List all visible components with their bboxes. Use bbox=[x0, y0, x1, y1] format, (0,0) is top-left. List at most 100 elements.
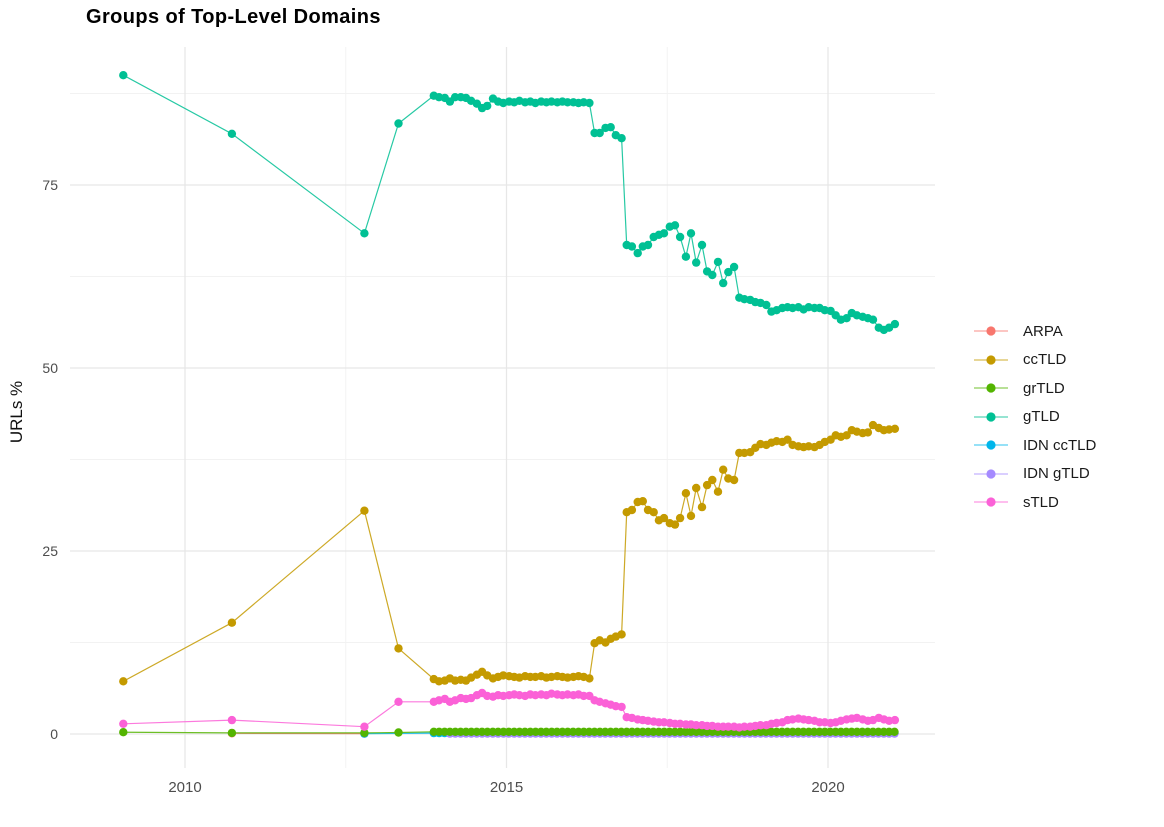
data-point bbox=[890, 727, 899, 736]
legend-key-point bbox=[986, 469, 996, 479]
legend-key-icon bbox=[974, 469, 1008, 479]
legend-key-icon bbox=[974, 383, 1008, 393]
legend-key-point bbox=[986, 497, 996, 507]
data-point bbox=[681, 489, 691, 498]
data-point bbox=[119, 728, 128, 737]
legend-key-point bbox=[986, 355, 996, 365]
legend-key-icon bbox=[974, 497, 1008, 507]
data-point bbox=[890, 319, 900, 329]
y-tick-label: 0 bbox=[50, 726, 58, 742]
legend-key-icon bbox=[974, 326, 1008, 336]
data-point bbox=[227, 728, 237, 738]
data-point bbox=[842, 314, 851, 323]
data-point bbox=[670, 520, 680, 529]
data-point bbox=[702, 480, 712, 490]
legend-key-point bbox=[986, 440, 996, 450]
data-point bbox=[697, 240, 707, 250]
data-point bbox=[708, 270, 717, 280]
x-tick-label: 2020 bbox=[811, 779, 844, 796]
data-point bbox=[394, 644, 403, 653]
legend-item-idn-cctld: IDN ccTLD bbox=[971, 431, 1096, 460]
data-point bbox=[756, 721, 765, 730]
data-point bbox=[762, 300, 771, 310]
data-point bbox=[585, 98, 594, 108]
data-point bbox=[585, 674, 594, 683]
legend-item-cctld: ccTLD bbox=[971, 346, 1096, 375]
data-series-layer bbox=[119, 71, 900, 738]
data-point bbox=[606, 123, 615, 132]
data-point bbox=[783, 435, 792, 444]
data-point bbox=[360, 506, 369, 515]
data-point bbox=[890, 424, 900, 433]
data-point bbox=[868, 315, 878, 324]
axis-tick-labels: 0 25 50 75 2010 2015 2020 bbox=[42, 177, 844, 796]
data-point bbox=[692, 483, 701, 493]
data-point bbox=[627, 505, 637, 515]
legend-label: sTLD bbox=[1023, 493, 1059, 511]
data-point bbox=[681, 252, 691, 261]
legend-label: IDN gTLD bbox=[1023, 465, 1090, 483]
data-point bbox=[227, 618, 237, 627]
x-tick-label: 2015 bbox=[490, 779, 523, 796]
data-point bbox=[563, 98, 572, 107]
y-tick-label: 75 bbox=[42, 177, 58, 193]
data-point bbox=[686, 229, 696, 238]
data-point bbox=[483, 101, 492, 111]
series-cctld bbox=[119, 420, 900, 686]
data-point bbox=[729, 262, 739, 272]
legend-key-icon bbox=[974, 412, 1008, 422]
data-point bbox=[638, 497, 647, 506]
data-point bbox=[627, 242, 637, 251]
legend-item-grtld: grTLD bbox=[971, 374, 1096, 403]
data-point bbox=[686, 511, 696, 521]
legend-key-icon bbox=[974, 355, 1008, 365]
data-point bbox=[360, 229, 369, 238]
series-stld bbox=[119, 688, 900, 732]
data-point bbox=[643, 240, 653, 250]
data-point bbox=[675, 232, 685, 242]
data-point bbox=[119, 677, 128, 686]
data-point bbox=[649, 508, 658, 517]
series-grtld bbox=[119, 727, 899, 738]
y-tick-label: 50 bbox=[42, 360, 58, 376]
data-point bbox=[724, 267, 733, 277]
legend-label: IDN ccTLD bbox=[1023, 436, 1097, 454]
legend-key-point bbox=[986, 412, 996, 422]
legend-label: gTLD bbox=[1023, 408, 1060, 426]
data-point bbox=[729, 475, 739, 485]
series-line bbox=[123, 74, 896, 331]
data-point bbox=[670, 221, 680, 230]
data-point bbox=[394, 119, 403, 128]
data-point bbox=[675, 513, 685, 523]
gridlines-major bbox=[70, 47, 935, 768]
data-point bbox=[659, 513, 669, 523]
legend-key-point bbox=[986, 383, 996, 393]
legend-item-stld: sTLD bbox=[971, 488, 1096, 517]
data-point bbox=[227, 715, 237, 725]
data-point bbox=[617, 702, 626, 712]
legend-item-gtld: gTLD bbox=[971, 403, 1096, 432]
data-point bbox=[719, 465, 728, 474]
chart-title: Groups of Top-Level Domains bbox=[86, 6, 381, 28]
data-point bbox=[692, 258, 701, 267]
legend: ARPA ccTLD grTLD gTLD IDN ccTLD IDN gTLD sTLD bbox=[971, 317, 1096, 517]
legend-label: grTLD bbox=[1023, 379, 1065, 397]
data-point bbox=[119, 71, 128, 80]
data-point bbox=[119, 719, 128, 728]
data-point bbox=[863, 428, 873, 437]
legend-item-arpa: ARPA bbox=[971, 317, 1096, 346]
data-point bbox=[708, 475, 717, 485]
data-point bbox=[360, 728, 369, 738]
data-point bbox=[633, 248, 642, 258]
data-point bbox=[724, 722, 733, 731]
data-point bbox=[227, 129, 237, 138]
data-point bbox=[394, 697, 403, 706]
data-point bbox=[740, 722, 749, 731]
data-point bbox=[659, 229, 669, 238]
y-tick-label: 25 bbox=[42, 543, 58, 559]
gridlines-minor bbox=[70, 47, 935, 768]
data-point bbox=[617, 134, 626, 143]
legend-item-idn-gtld: IDN gTLD bbox=[971, 460, 1096, 489]
